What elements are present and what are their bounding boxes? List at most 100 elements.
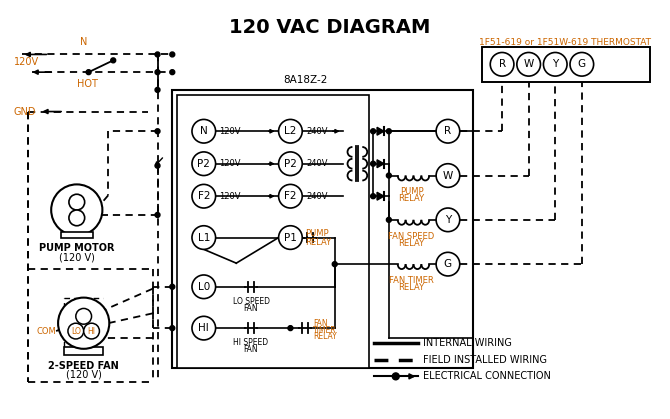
Circle shape bbox=[192, 275, 216, 299]
Circle shape bbox=[279, 226, 302, 249]
Text: L0: L0 bbox=[198, 282, 210, 292]
Text: TIMER: TIMER bbox=[313, 326, 337, 335]
Text: RELAY: RELAY bbox=[313, 333, 337, 341]
Circle shape bbox=[170, 285, 175, 289]
Text: RELAY: RELAY bbox=[399, 283, 425, 292]
Text: 2-SPEED FAN: 2-SPEED FAN bbox=[48, 361, 119, 371]
Circle shape bbox=[69, 210, 84, 226]
Bar bbox=[172, 90, 472, 367]
Circle shape bbox=[436, 164, 460, 187]
Circle shape bbox=[155, 129, 160, 134]
Circle shape bbox=[371, 129, 376, 134]
Text: F2: F2 bbox=[198, 191, 210, 201]
Text: 8A18Z-2: 8A18Z-2 bbox=[283, 75, 328, 85]
Text: RELAY: RELAY bbox=[306, 238, 331, 247]
Circle shape bbox=[51, 184, 103, 235]
Text: Y: Y bbox=[445, 215, 451, 225]
Text: F2: F2 bbox=[284, 191, 297, 201]
Polygon shape bbox=[377, 160, 384, 168]
Circle shape bbox=[170, 70, 175, 75]
Circle shape bbox=[155, 88, 160, 92]
Text: HI: HI bbox=[198, 323, 209, 333]
Text: HOT: HOT bbox=[77, 79, 98, 89]
Bar bbox=[64, 347, 103, 355]
Circle shape bbox=[517, 52, 541, 76]
Text: HI SPEED: HI SPEED bbox=[233, 338, 269, 347]
Text: 120V: 120V bbox=[220, 159, 241, 168]
Text: P2: P2 bbox=[284, 159, 297, 169]
Text: COM: COM bbox=[36, 326, 56, 336]
Circle shape bbox=[155, 70, 160, 75]
Circle shape bbox=[393, 373, 399, 380]
Text: LO SPEED: LO SPEED bbox=[232, 297, 269, 305]
Circle shape bbox=[279, 152, 302, 176]
Circle shape bbox=[58, 297, 109, 349]
Circle shape bbox=[192, 184, 216, 208]
Text: FAN SPEED: FAN SPEED bbox=[389, 232, 435, 241]
Text: N: N bbox=[80, 36, 87, 47]
Text: L1: L1 bbox=[198, 233, 210, 243]
Circle shape bbox=[570, 52, 594, 76]
Circle shape bbox=[436, 208, 460, 232]
Bar bbox=[177, 95, 369, 367]
Circle shape bbox=[288, 326, 293, 331]
Circle shape bbox=[155, 163, 160, 168]
Text: FIELD INSTALLED WIRING: FIELD INSTALLED WIRING bbox=[423, 354, 547, 365]
Circle shape bbox=[371, 161, 376, 166]
Text: 120V: 120V bbox=[220, 192, 241, 201]
Text: G: G bbox=[578, 59, 586, 69]
Circle shape bbox=[436, 119, 460, 143]
Circle shape bbox=[192, 119, 216, 143]
Text: (120 V): (120 V) bbox=[66, 370, 102, 380]
Bar bbox=[482, 47, 650, 82]
Circle shape bbox=[387, 217, 391, 222]
Text: 240V: 240V bbox=[306, 159, 328, 168]
Text: W: W bbox=[523, 59, 534, 69]
Text: FAN TIMER: FAN TIMER bbox=[389, 276, 434, 285]
Text: ELECTRICAL CONNECTION: ELECTRICAL CONNECTION bbox=[423, 371, 551, 381]
Text: Y: Y bbox=[552, 59, 558, 69]
Text: FAN: FAN bbox=[313, 319, 328, 328]
Text: L2: L2 bbox=[284, 126, 297, 136]
Circle shape bbox=[436, 252, 460, 276]
Polygon shape bbox=[377, 192, 384, 200]
Text: 240V: 240V bbox=[306, 127, 328, 136]
Circle shape bbox=[279, 119, 302, 143]
Text: RELAY: RELAY bbox=[399, 238, 425, 248]
Text: HI: HI bbox=[88, 326, 96, 336]
Text: RELAY: RELAY bbox=[399, 194, 425, 203]
Text: W: W bbox=[443, 171, 453, 181]
Circle shape bbox=[387, 129, 391, 134]
Text: P2: P2 bbox=[198, 159, 210, 169]
Text: 120V: 120V bbox=[220, 127, 241, 136]
Text: GND: GND bbox=[14, 106, 36, 116]
Text: PUMP: PUMP bbox=[306, 229, 329, 238]
Circle shape bbox=[387, 173, 391, 178]
Text: PUMP: PUMP bbox=[400, 187, 423, 197]
Circle shape bbox=[490, 52, 514, 76]
Circle shape bbox=[371, 194, 376, 199]
Circle shape bbox=[279, 184, 302, 208]
Text: N: N bbox=[200, 126, 208, 136]
Bar bbox=[61, 232, 92, 238]
Circle shape bbox=[76, 308, 92, 324]
Circle shape bbox=[155, 212, 160, 217]
Circle shape bbox=[543, 52, 567, 76]
Text: R: R bbox=[444, 126, 452, 136]
Circle shape bbox=[155, 52, 160, 57]
Polygon shape bbox=[377, 127, 384, 135]
Text: INTERNAL WIRING: INTERNAL WIRING bbox=[423, 338, 512, 348]
Circle shape bbox=[332, 262, 337, 266]
Circle shape bbox=[170, 52, 175, 57]
Text: LO: LO bbox=[71, 326, 81, 336]
Text: 120V: 120V bbox=[14, 57, 39, 67]
Text: 120 VAC DIAGRAM: 120 VAC DIAGRAM bbox=[229, 18, 431, 37]
Text: 240V: 240V bbox=[306, 192, 328, 201]
Text: G: G bbox=[444, 259, 452, 269]
Circle shape bbox=[84, 323, 99, 339]
Text: PUMP MOTOR: PUMP MOTOR bbox=[39, 243, 115, 253]
Text: 1F51-619 or 1F51W-619 THERMOSTAT: 1F51-619 or 1F51W-619 THERMOSTAT bbox=[479, 38, 651, 47]
Circle shape bbox=[111, 58, 116, 63]
Text: R: R bbox=[498, 59, 506, 69]
Circle shape bbox=[192, 316, 216, 340]
